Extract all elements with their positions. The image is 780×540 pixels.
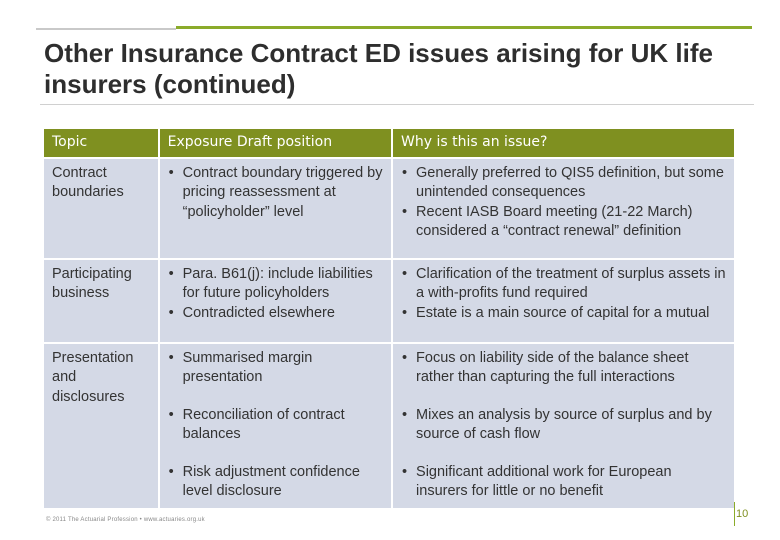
header-exposure-draft-position: Exposure Draft position (159, 129, 394, 157)
list-item: Para. B61(j): include liabilities for fu… (168, 265, 383, 304)
slide-title: Other Insurance Contract ED issues arisi… (44, 38, 713, 99)
table-row: Participating business Para. B61(j): inc… (44, 257, 734, 342)
list-item: Contradicted elsewhere (168, 304, 383, 324)
why-cell: Clarification of the treatment of surplu… (393, 257, 734, 342)
topic-cell: Participating business (44, 257, 160, 342)
issues-table: Topic Exposure Draft position Why is thi… (44, 129, 734, 508)
footer-copyright: © 2011 The Actuarial Profession • www.ac… (46, 517, 205, 523)
ed-cell: Para. B61(j): include liabilities for fu… (159, 257, 394, 342)
list-item: Significant additional work for European… (401, 463, 726, 502)
why-cell: Focus on liability side of the balance s… (393, 341, 734, 508)
topic-cell: Contract boundaries (44, 156, 160, 258)
list-item: Contract boundary triggered by pricing r… (168, 164, 383, 223)
list-item: Focus on liability side of the balance s… (401, 349, 726, 388)
table-row: Presentation and disclosures Summarised … (44, 341, 734, 508)
header-why-issue: Why is this an issue? (393, 129, 734, 157)
list-item: Generally preferred to QIS5 definition, … (401, 164, 726, 203)
top-rule-grey (36, 28, 176, 30)
why-cell: Generally preferred to QIS5 definition, … (393, 156, 734, 258)
page-number: 10 (736, 508, 749, 520)
topic-cell: Presentation and disclosures (44, 341, 160, 508)
table-row: Contract boundaries Contract boundary tr… (44, 156, 734, 258)
title-divider (40, 104, 754, 105)
table-header-row: Topic Exposure Draft position Why is thi… (44, 129, 734, 157)
top-accent-rule (176, 26, 752, 29)
header-topic: Topic (44, 129, 160, 157)
list-item: Risk adjustment confidence level disclos… (168, 463, 383, 502)
ed-cell: Contract boundary triggered by pricing r… (159, 156, 394, 258)
list-item: Reconciliation of contract balances (168, 406, 383, 445)
list-item: Recent IASB Board meeting (21-22 March) … (401, 203, 726, 242)
list-item: Estate is a main source of capital for a… (401, 304, 726, 324)
page-number-rule (734, 502, 735, 526)
list-item: Clarification of the treatment of surplu… (401, 265, 726, 304)
list-item: Summarised margin presentation (168, 349, 383, 388)
list-item: Mixes an analysis by source of surplus a… (401, 406, 726, 445)
ed-cell: Summarised margin presentation Reconcili… (159, 341, 394, 508)
